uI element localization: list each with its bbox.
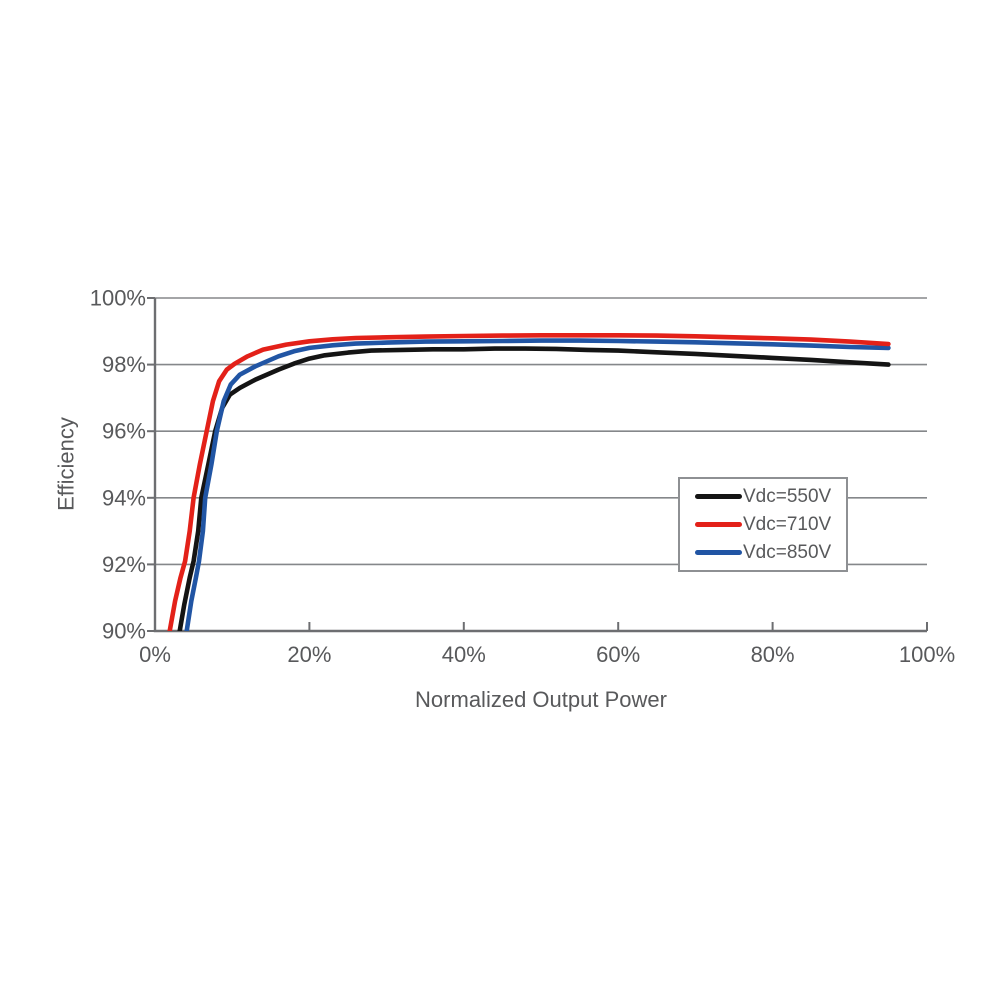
y-tick-label: 94% (102, 485, 146, 510)
legend-item-vdc-550: Vdc=550V (695, 487, 846, 506)
x-tick-label: 40% (442, 642, 486, 667)
legend-label: Vdc=550V (743, 486, 832, 508)
legend: Vdc=550V Vdc=710V Vdc=850V (678, 477, 848, 572)
x-tick-label: 20% (287, 642, 331, 667)
x-tick-label: 100% (899, 642, 955, 667)
y-tick-label: 96% (102, 419, 146, 444)
y-tick-label: 98% (102, 352, 146, 377)
x-tick-label: 60% (596, 642, 640, 667)
y-tick-label: 90% (102, 619, 146, 644)
axes (147, 297, 928, 633)
legend-label: Vdc=850V (743, 541, 832, 563)
y-axis-title: Efficiency (54, 417, 79, 511)
legend-line-swatch-red (695, 521, 742, 527)
legend-item-vdc-710: Vdc=710V (695, 515, 846, 534)
data-series (167, 332, 891, 631)
y-tick-label: 92% (102, 552, 146, 577)
y-tick-label: 100% (90, 286, 146, 311)
legend-line-swatch-blue (695, 549, 742, 555)
x-tick-label: 80% (751, 642, 795, 667)
x-axis-title: Normalized Output Power (415, 687, 667, 712)
legend-line-swatch-black (695, 494, 742, 500)
legend-item-vdc-850: Vdc=850V (695, 543, 846, 562)
x-tick-label: 0% (139, 642, 171, 667)
legend-label: Vdc=710V (743, 513, 832, 535)
